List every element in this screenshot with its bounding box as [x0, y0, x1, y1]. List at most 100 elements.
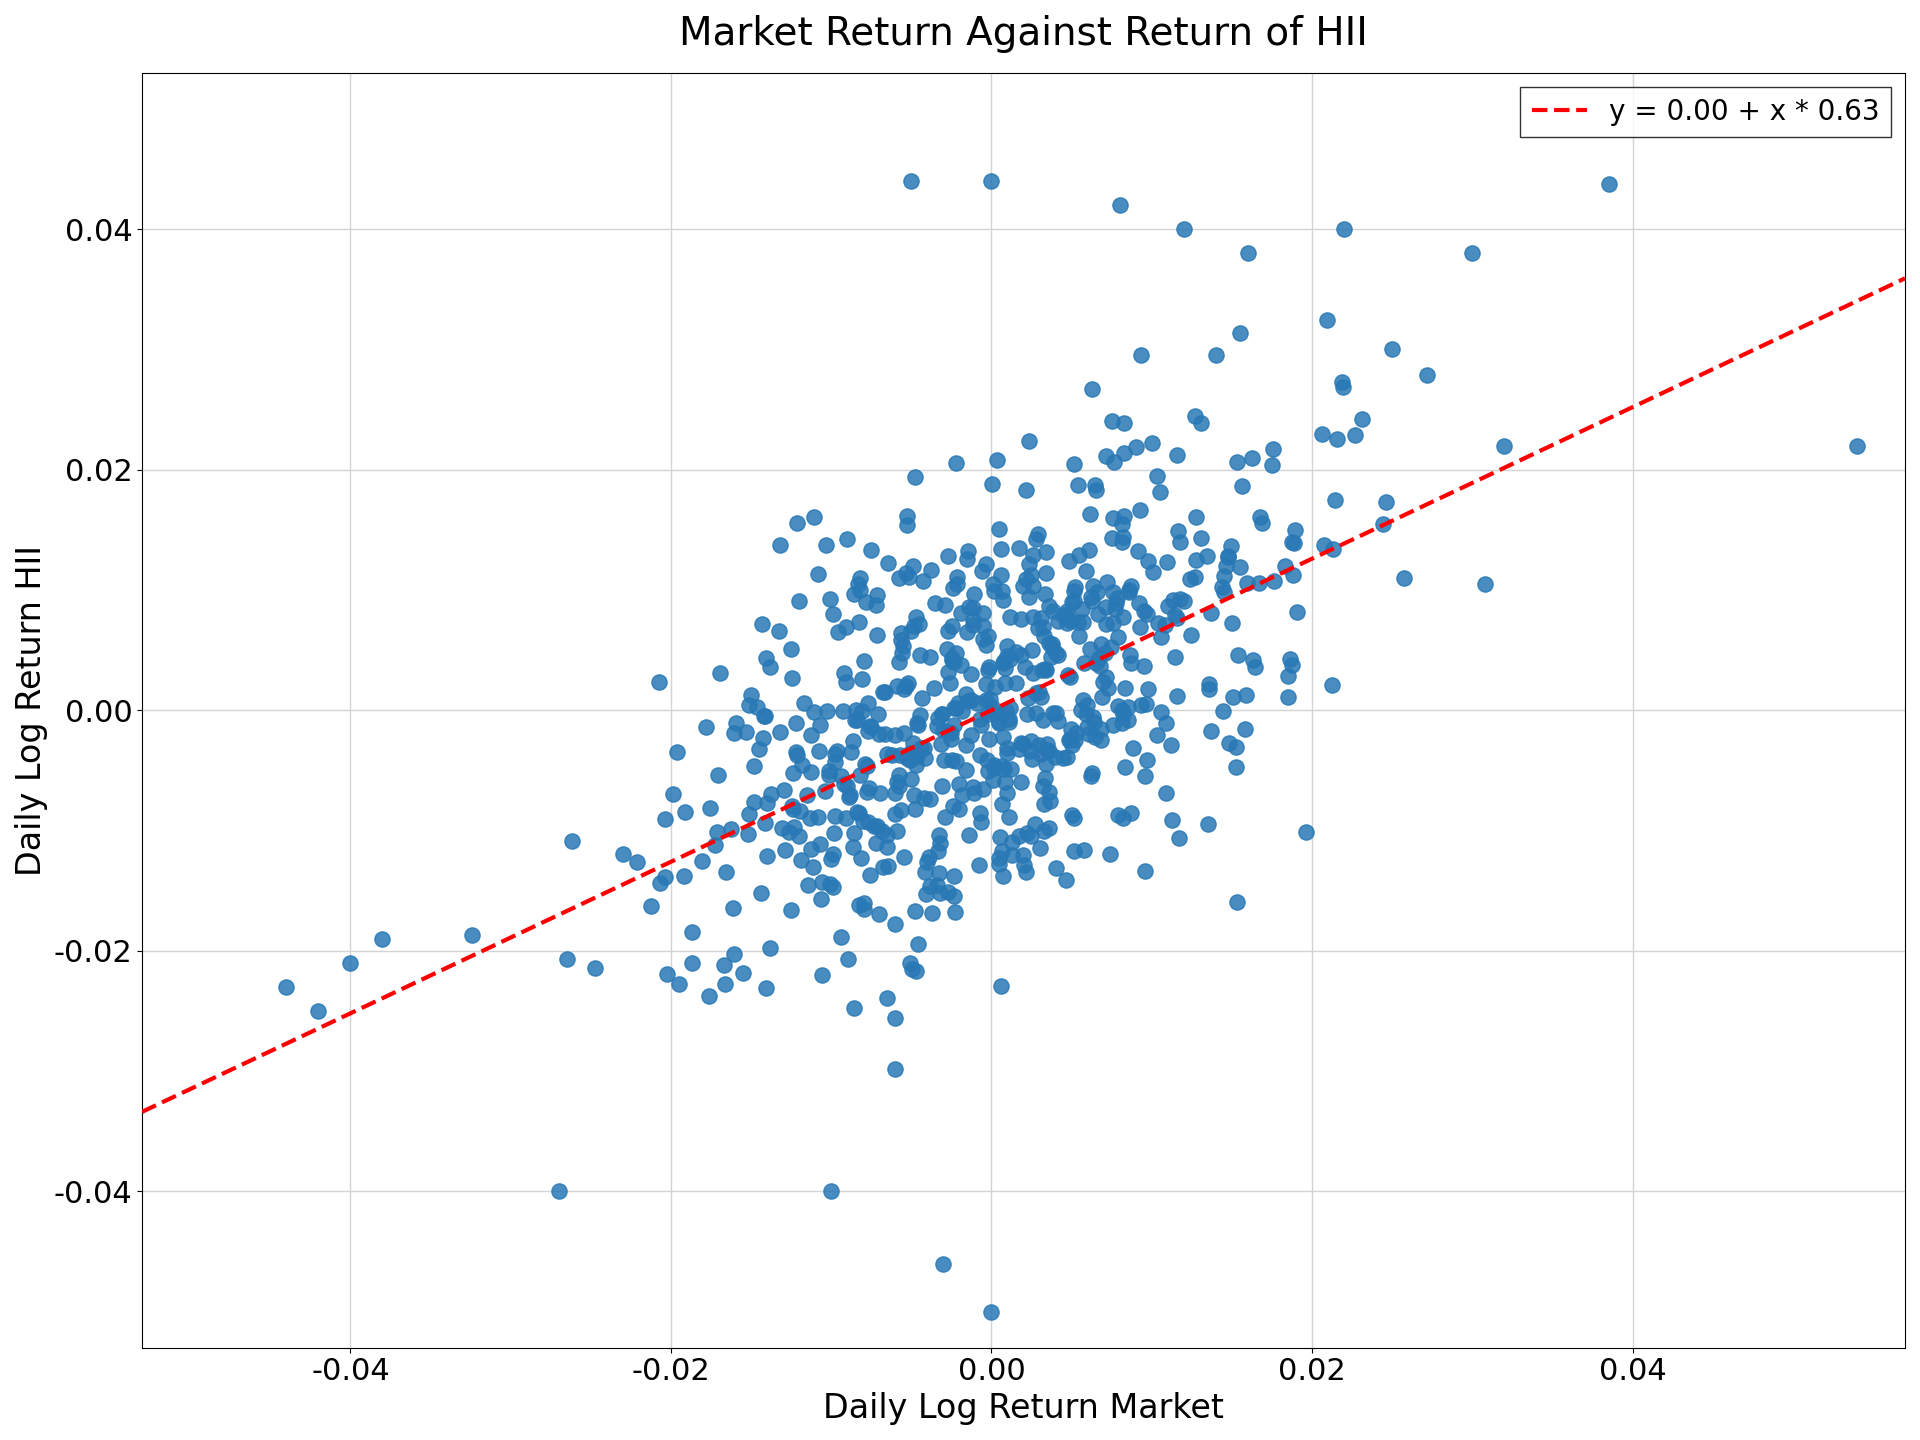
Point	[1012, 822, 1043, 845]
Point	[1210, 580, 1240, 603]
Point	[968, 615, 998, 638]
Point	[1056, 717, 1087, 740]
Point	[883, 649, 914, 672]
Point	[816, 1179, 847, 1202]
Point	[872, 854, 902, 877]
Point	[958, 583, 989, 606]
Point	[1062, 611, 1092, 634]
Point	[952, 540, 983, 563]
Point	[899, 732, 929, 755]
Point	[1054, 727, 1085, 750]
Point	[1238, 648, 1269, 671]
Point	[778, 798, 808, 821]
Point	[745, 737, 776, 760]
Point	[710, 861, 741, 884]
Point	[770, 838, 801, 861]
Point	[956, 662, 987, 685]
Point	[1014, 553, 1044, 576]
Point	[668, 864, 699, 887]
Point	[1165, 588, 1196, 611]
Point	[1014, 429, 1044, 452]
Point	[874, 552, 904, 575]
Point	[833, 785, 864, 808]
Point	[879, 913, 910, 936]
Point	[768, 779, 799, 802]
Point	[972, 658, 1002, 681]
Point	[958, 608, 989, 631]
Point	[1052, 746, 1083, 769]
Point	[1087, 632, 1117, 655]
Point	[780, 815, 810, 838]
Point	[764, 619, 795, 642]
Point	[835, 783, 866, 806]
Point	[854, 776, 885, 799]
Point	[687, 850, 718, 873]
Point	[891, 674, 922, 697]
Point	[902, 713, 933, 736]
Point	[1208, 576, 1238, 599]
Point	[1146, 700, 1177, 723]
Point	[983, 847, 1014, 870]
Point	[1052, 599, 1083, 622]
Point	[1004, 737, 1035, 760]
Point	[1231, 683, 1261, 706]
Point	[1102, 626, 1133, 649]
Point	[902, 932, 933, 955]
Point	[1150, 711, 1181, 734]
Point	[1165, 530, 1196, 553]
Point	[841, 801, 872, 824]
Point	[1244, 572, 1275, 595]
Point	[1039, 744, 1069, 768]
Point	[916, 559, 947, 582]
Point	[910, 861, 941, 884]
Point	[1096, 635, 1127, 658]
Point	[780, 740, 810, 763]
Point	[749, 812, 780, 835]
Point	[891, 514, 922, 537]
Point	[1260, 570, 1290, 593]
Point	[1087, 685, 1117, 708]
Point	[1025, 837, 1056, 860]
Point	[862, 815, 893, 838]
Point	[925, 733, 956, 756]
Point	[643, 671, 674, 694]
Point	[1329, 217, 1359, 240]
Point	[1035, 739, 1066, 762]
Point	[829, 772, 860, 795]
Point	[1240, 655, 1271, 678]
Point	[1108, 806, 1139, 829]
Point	[939, 886, 970, 909]
Point	[781, 511, 812, 534]
Point	[973, 625, 1004, 648]
Point	[710, 973, 741, 996]
Point	[1096, 507, 1127, 530]
Point	[814, 873, 845, 896]
Point	[741, 696, 772, 719]
Point	[1069, 838, 1100, 861]
Point	[776, 793, 806, 816]
Point	[1029, 792, 1060, 815]
Point	[973, 760, 1004, 783]
Point	[678, 952, 708, 975]
Point	[968, 602, 998, 625]
Point	[1060, 576, 1091, 599]
Point	[837, 730, 868, 753]
Point	[1012, 687, 1043, 710]
Point	[1081, 652, 1112, 675]
Point	[730, 721, 760, 744]
Point	[889, 721, 920, 744]
Point	[814, 759, 845, 782]
Point	[985, 975, 1016, 998]
Point	[910, 883, 941, 906]
Point	[1098, 714, 1129, 737]
Point	[941, 642, 972, 665]
Point	[1137, 562, 1167, 585]
Point	[814, 763, 845, 786]
Point	[1181, 505, 1212, 528]
Point	[975, 688, 1006, 711]
Point	[879, 1007, 910, 1030]
Point	[1021, 701, 1052, 724]
Point	[1027, 775, 1058, 798]
Point	[1258, 438, 1288, 461]
Point	[1156, 808, 1187, 831]
